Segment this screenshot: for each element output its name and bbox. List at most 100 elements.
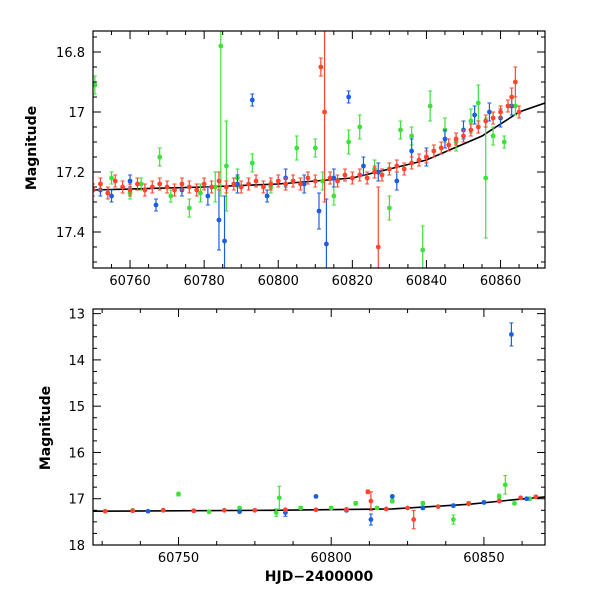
data-point (411, 517, 417, 522)
data-point (276, 495, 282, 501)
data-point (168, 193, 174, 199)
data-point (386, 166, 392, 172)
data-point (533, 494, 539, 500)
data-point (401, 166, 407, 172)
fit-curve (93, 496, 545, 513)
data-point (194, 187, 200, 193)
data-point (389, 494, 395, 499)
data-point (468, 127, 474, 133)
series-0 (93, 31, 518, 268)
data-point (512, 500, 517, 506)
data-point (235, 181, 240, 187)
data-point (342, 172, 348, 178)
bottom-ylabel: Magnitude (38, 386, 54, 470)
data-point (322, 109, 327, 115)
data-point (157, 181, 163, 187)
data-point (379, 172, 385, 178)
data-point (327, 175, 333, 181)
data-point (252, 507, 258, 513)
y-tick-label: 13 (68, 308, 85, 323)
bottom-panel-axes: 60750 60800 60850 13 14 15 16 17 18 (68, 308, 546, 566)
data-point (427, 103, 433, 109)
series-1 (145, 322, 530, 526)
data-point (512, 79, 518, 85)
data-point (505, 103, 511, 109)
y-tick-label: 17 (68, 493, 85, 508)
data-point (164, 184, 170, 190)
data-point (206, 509, 212, 515)
data-point (98, 181, 103, 187)
data-point (246, 181, 252, 187)
data-point (475, 100, 481, 106)
data-point (157, 154, 163, 160)
data-point (324, 241, 329, 247)
data-point (249, 160, 255, 166)
data-point (186, 205, 192, 211)
top-ylabel: Magnitude (24, 106, 40, 190)
data-point (221, 507, 227, 513)
data-point (365, 489, 371, 495)
data-point (294, 145, 300, 151)
x-tick-label: 60780 (183, 274, 224, 289)
data-point (305, 175, 311, 181)
data-point (349, 175, 355, 181)
data-point (212, 184, 218, 190)
y-tick-label: 16.8 (56, 46, 85, 61)
x-tick-label: 60760 (109, 274, 150, 289)
data-point (109, 175, 114, 181)
data-point (450, 503, 456, 509)
data-point (275, 178, 281, 184)
data-point (238, 184, 244, 190)
data-point (331, 193, 337, 199)
data-point (424, 154, 429, 160)
data-point (318, 64, 324, 70)
y-tick-label: 18 (68, 539, 85, 554)
data-point (149, 184, 155, 190)
x-tick-label: 60860 (480, 274, 521, 289)
data-point (127, 178, 133, 184)
data-point (405, 505, 410, 511)
data-point (483, 175, 489, 181)
data-point (153, 202, 159, 208)
data-point (374, 505, 380, 511)
data-point (368, 517, 374, 522)
y-tick-label: 15 (68, 400, 85, 415)
data-point (176, 491, 181, 497)
bottom-panel-marks (93, 322, 545, 530)
data-point (290, 178, 296, 184)
data-point (112, 178, 118, 184)
data-point (438, 145, 444, 151)
data-point (331, 175, 337, 181)
data-point (130, 508, 136, 514)
data-point (516, 109, 522, 115)
top-panel: 60760 60780 60800 60820 60840 60860 16.8 17 17.2… (24, 30, 546, 289)
data-point (496, 494, 502, 499)
data-point (105, 190, 111, 196)
data-point (361, 163, 366, 169)
y-tick-label: 17.2 (56, 166, 85, 181)
data-point (453, 136, 459, 142)
data-point (490, 115, 496, 121)
data-point (372, 169, 377, 175)
data-point (223, 163, 229, 169)
data-point (512, 103, 518, 109)
data-point (409, 133, 415, 139)
data-point (273, 510, 279, 516)
data-point (420, 505, 426, 511)
data-point (498, 109, 503, 115)
data-point (253, 178, 259, 184)
data-point (313, 494, 319, 499)
data-point (518, 495, 523, 501)
data-point (420, 500, 426, 506)
series-2 (93, 31, 522, 268)
data-point (490, 133, 496, 139)
data-point (386, 205, 392, 211)
x-tick-label: 60800 (258, 274, 299, 289)
data-point (135, 181, 140, 187)
plot-frame (92, 30, 546, 269)
data-point (179, 181, 185, 187)
data-point (249, 97, 255, 103)
top-panel-marks (93, 31, 545, 268)
data-point (298, 505, 304, 511)
